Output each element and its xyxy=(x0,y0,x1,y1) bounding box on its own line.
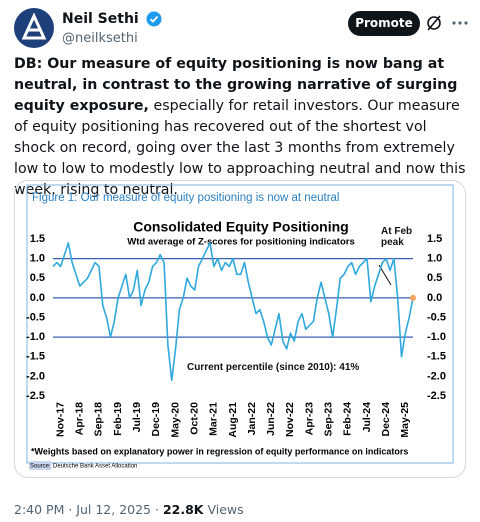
x-tick-label: Sep-18 xyxy=(93,402,105,437)
y2-tick-label: -0.5 xyxy=(427,311,446,323)
annotation: At Feb peak xyxy=(381,226,413,248)
y2-tick-label: 1.0 xyxy=(427,253,442,265)
x-tick-label: Mar-21 xyxy=(208,402,220,436)
tweet-icons xyxy=(427,15,468,31)
y-tick-label: -1.0 xyxy=(26,331,45,343)
source-label: Source: xyxy=(30,464,51,470)
footnote: *Weights based on explanatory power in r… xyxy=(31,446,408,456)
x-tick-label: Dec-19 xyxy=(150,402,162,437)
data-line xyxy=(52,242,414,382)
tweet-footer: 2:40 PM · Jul 12, 2025 · 22.8K Views xyxy=(14,502,244,517)
y2-tick-label: -2.0 xyxy=(427,370,446,382)
x-tick-label: May-20 xyxy=(169,402,181,438)
grok-icon[interactable] xyxy=(427,15,441,31)
y-tick-label: -0.5 xyxy=(26,311,45,323)
chart-subtitle: Wtd average of Z-scores for positioning … xyxy=(127,237,355,248)
y2-tick-label: -1.0 xyxy=(427,331,446,343)
source-text: Deutsche Bank Asset Allocation xyxy=(53,464,137,470)
x-tick-label: Feb-19 xyxy=(112,402,124,436)
author-handle[interactable]: @neilksethi xyxy=(62,31,138,46)
source-highlight xyxy=(29,461,51,470)
y-tick-label: 1.5 xyxy=(30,233,45,245)
tweet-text-body: especially for retail investors. Our mea… xyxy=(14,98,466,198)
x-tick-label: Jun-22 xyxy=(265,402,277,436)
x-tick-label: Aug-21 xyxy=(227,402,239,438)
x-tick-label: Nov-22 xyxy=(284,402,296,437)
y-tick-label: -2.0 xyxy=(26,370,45,382)
views-label: Views xyxy=(207,502,244,517)
verified-badge xyxy=(146,11,162,27)
figure-frame xyxy=(26,184,454,464)
x-tick-label: Jul-24 xyxy=(361,402,373,433)
avatar-logo xyxy=(21,12,47,40)
author-name[interactable]: Neil Sethi xyxy=(62,11,139,27)
x-tick-label: Dec-24 xyxy=(380,402,392,437)
y-tick-label: 0.5 xyxy=(30,272,45,284)
x-tick-label: Apr-23 xyxy=(303,402,315,435)
y-tick-label: 0.0 xyxy=(30,292,45,304)
x-tick-label: Feb-24 xyxy=(342,402,354,436)
tweet-text: DB: Our measure of equity positioning is… xyxy=(14,54,466,201)
chart-title: Consolidated Equity Positioning xyxy=(133,219,348,235)
promote-button[interactable]: Promote xyxy=(348,11,420,36)
figure-caption: Figure 1: Our measure of equity position… xyxy=(32,192,339,204)
chart: Figure 1: Our measure of equity position… xyxy=(26,184,454,470)
tweet-text-bold: DB: Our measure of equity positioning is… xyxy=(14,56,458,114)
timestamp[interactable]: 2:40 PM · Jul 12, 2025 xyxy=(14,502,152,517)
x-tick-label: May-25 xyxy=(399,402,411,438)
avatar[interactable] xyxy=(14,8,54,48)
y2-tick-label: -2.5 xyxy=(427,390,446,402)
annotation: Current percentile (since 2010): 41% xyxy=(187,362,360,373)
x-tick-label: Jul-19 xyxy=(131,402,143,433)
y2-tick-label: 0.5 xyxy=(427,272,442,284)
media-card[interactable]: Figure 1: Our measure of equity position… xyxy=(14,180,466,478)
x-tick-label: Jan-22 xyxy=(246,402,258,435)
y-tick-label: -2.5 xyxy=(26,390,45,402)
y2-tick-label: 0.0 xyxy=(427,292,442,304)
y2-tick-label: -1.5 xyxy=(427,351,446,363)
y-tick-label: -1.5 xyxy=(26,351,45,363)
y-tick-label: 1.0 xyxy=(30,253,45,265)
last-point xyxy=(410,294,416,301)
x-tick-label: Oct-20 xyxy=(188,402,200,435)
x-tick-label: Apr-18 xyxy=(74,402,86,435)
separator: · xyxy=(155,502,159,517)
views-count: 22.8K xyxy=(162,502,204,517)
x-tick-label: Sep-23 xyxy=(323,402,335,437)
x-tick-label: Nov-17 xyxy=(54,402,66,437)
y2-tick-label: 1.5 xyxy=(427,233,442,245)
more-icon[interactable] xyxy=(452,21,468,25)
